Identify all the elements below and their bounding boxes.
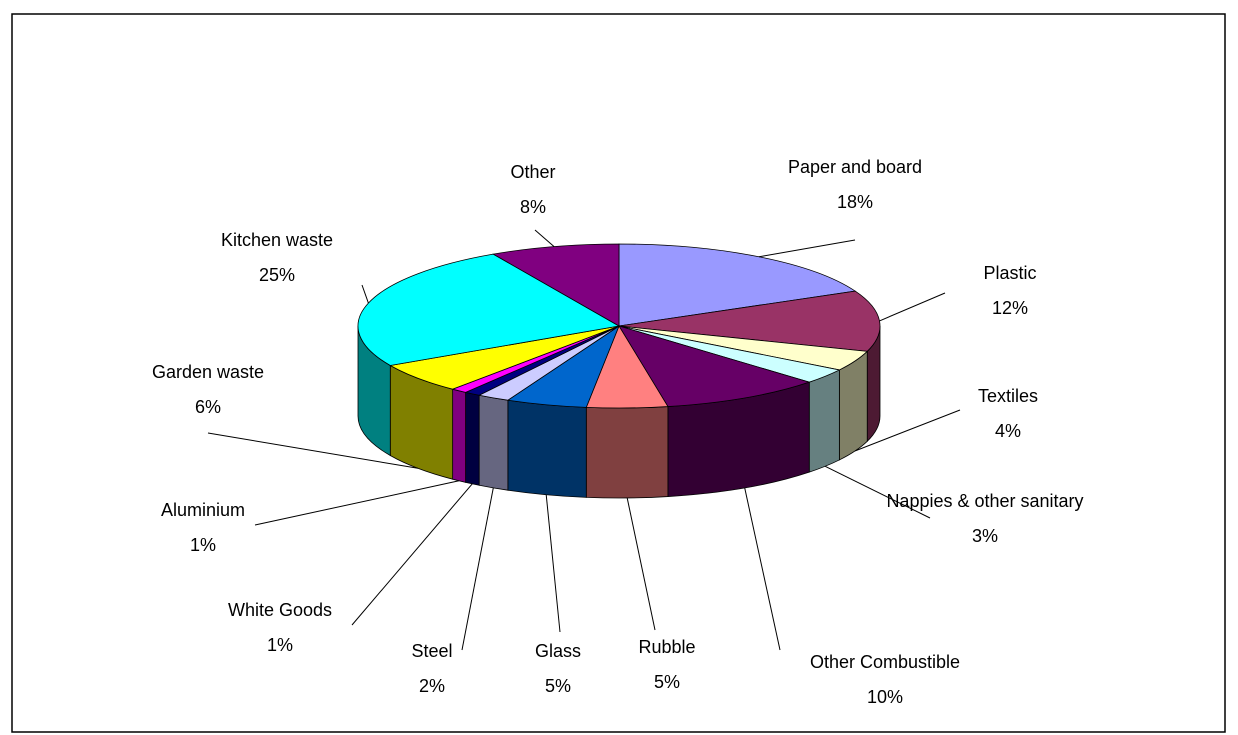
leader-line: [461, 487, 494, 651]
leader-line: [758, 239, 856, 258]
slice-side: [507, 399, 587, 498]
leader-line: [361, 284, 369, 304]
value-label: 10%: [867, 687, 903, 707]
value-label: 8%: [520, 197, 546, 217]
slice-side: [452, 388, 466, 483]
slice: [618, 243, 857, 327]
value-label: 2%: [419, 676, 445, 696]
value-label: 4%: [995, 421, 1021, 441]
value-label: 5%: [545, 676, 571, 696]
slice-side: [465, 391, 480, 486]
value-label: 25%: [259, 265, 295, 285]
leader-line: [744, 487, 781, 651]
slice-label: Other Combustible: [810, 652, 960, 672]
leader-line: [351, 483, 473, 626]
leader-line: [824, 465, 931, 519]
value-label: 1%: [190, 535, 216, 555]
slice-label: Glass: [535, 641, 581, 661]
leader-line: [545, 494, 561, 633]
slice: [357, 253, 621, 366]
slice-label: Aluminium: [161, 500, 245, 520]
value-label: 5%: [654, 672, 680, 692]
value-label: 3%: [972, 526, 998, 546]
value-label: 1%: [267, 635, 293, 655]
slice-side: [478, 394, 509, 491]
slice-label: White Goods: [228, 600, 332, 620]
slice: [618, 290, 881, 352]
leader-line: [254, 480, 460, 526]
value-label: 18%: [837, 192, 873, 212]
leader-line: [534, 229, 555, 247]
slice-side: [808, 369, 840, 473]
slice-label: Paper and board: [788, 157, 922, 177]
leader-line: [855, 409, 961, 452]
leader-line: [207, 432, 418, 469]
slice-side: [585, 406, 669, 499]
slice: [618, 325, 811, 407]
leader-line: [626, 497, 656, 631]
slice-label: Other: [510, 162, 555, 182]
value-label: 6%: [195, 397, 221, 417]
slice-label: Plastic: [983, 263, 1036, 283]
leader-line: [879, 292, 946, 322]
slice-label: Steel: [411, 641, 452, 661]
slice-label: Nappies & other sanitary: [886, 491, 1083, 511]
slice-label: Rubble: [638, 637, 695, 657]
slice-label: Garden waste: [152, 362, 264, 382]
slice-label: Textiles: [978, 386, 1038, 406]
slice-label: Kitchen waste: [221, 230, 333, 250]
value-label: 12%: [992, 298, 1028, 318]
